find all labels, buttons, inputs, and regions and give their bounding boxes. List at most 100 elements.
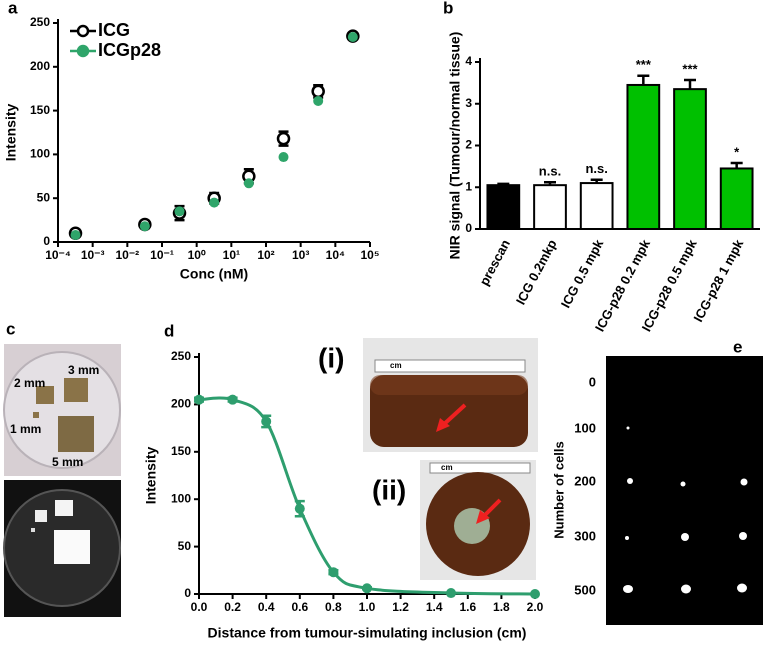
row-label: 200 — [574, 473, 596, 488]
marker — [311, 84, 325, 99]
y-tick-label: 4 — [465, 54, 472, 68]
marker — [209, 197, 220, 208]
y-tick-label: 150 — [171, 444, 191, 458]
y-tick-label: 200 — [171, 397, 191, 411]
row-label: 100 — [574, 420, 596, 435]
size-label: 1 mm — [10, 422, 41, 436]
marker — [278, 152, 289, 163]
x-tick-label: 10³ — [292, 248, 309, 262]
marker — [446, 588, 456, 599]
row-label: 0 — [589, 374, 596, 389]
x-tick-label: 0.0 — [191, 600, 208, 614]
ruler-unit: cm — [441, 463, 453, 472]
x-tick-label: 10⁻³ — [81, 248, 105, 262]
y-tick-label: 0 — [184, 586, 191, 600]
marker — [530, 589, 540, 599]
size-label: 3 mm — [68, 363, 99, 377]
y-tick-label: 150 — [30, 103, 50, 117]
x-tick-label: 10⁴ — [326, 248, 345, 262]
x-tick-label: 0.4 — [258, 600, 275, 614]
bar — [533, 184, 567, 231]
y-tick-label: 200 — [30, 59, 50, 73]
x-tick-label: 10⁰ — [188, 248, 206, 262]
x-tick-label: 10⁻¹ — [150, 248, 174, 262]
x-tick-label: 0.2 — [224, 600, 241, 614]
marker — [139, 221, 150, 232]
significance: * — [734, 144, 740, 159]
y-tick-label: 50 — [178, 539, 192, 553]
inset-photo — [363, 338, 538, 452]
x-tick-label: 1.0 — [359, 600, 376, 614]
x-tick-label: 10¹ — [223, 248, 240, 262]
x-tick-label: 10⁻² — [115, 248, 139, 262]
y-tick-label: 1 — [465, 179, 472, 193]
y-tick-label: 0 — [465, 221, 472, 235]
significance: n.s. — [585, 161, 607, 176]
size-label: 2 mm — [14, 376, 45, 390]
marker — [313, 95, 324, 106]
x-tick-label: 1.4 — [426, 600, 443, 614]
legend-label: ICGp28 — [98, 40, 161, 60]
legend-marker — [76, 24, 90, 38]
significance: *** — [636, 57, 652, 72]
marker — [294, 503, 305, 514]
x-tick-label: 2.0 — [527, 600, 544, 614]
y-axis-title: NIR signal (Tumour/normal tissue) — [447, 32, 463, 260]
x-tick-label: ICG 0.2mkp — [513, 237, 560, 307]
significance: n.s. — [539, 164, 561, 179]
y-tick-label: 0 — [43, 234, 50, 248]
photo-phantoms — [3, 344, 121, 476]
error-bar — [637, 74, 650, 85]
x-tick-label: 0.8 — [325, 600, 342, 614]
y-axis-title: Intensity — [3, 104, 19, 162]
y-tick-label: 50 — [37, 190, 51, 204]
y-tick-label: 250 — [171, 349, 191, 363]
y-tick-label: 100 — [171, 491, 191, 505]
y-tick-label: 100 — [30, 147, 50, 161]
inset-label: (i) — [318, 342, 344, 373]
marker — [227, 394, 238, 405]
y-tick-label: 3 — [465, 96, 472, 110]
ruler-unit: cm — [390, 361, 402, 370]
x-axis-title: Distance from tumour-simulating inclusio… — [208, 625, 527, 641]
x-tick-label: 10² — [257, 248, 274, 262]
legend-marker — [76, 44, 90, 58]
panel-label: e — [733, 337, 742, 356]
marker — [362, 583, 372, 594]
y-tick-label: 250 — [30, 15, 50, 29]
bar — [486, 184, 521, 231]
bar — [719, 167, 754, 230]
row-label: 500 — [574, 582, 596, 597]
panel-label: b — [443, 0, 453, 17]
marker — [261, 416, 272, 427]
marker — [243, 178, 254, 189]
bar — [626, 83, 661, 231]
marker — [174, 206, 185, 217]
x-tick-label: prescan — [476, 237, 513, 288]
row-label: 300 — [574, 528, 596, 543]
inset-label: (ii) — [372, 474, 406, 505]
panel-label: d — [164, 321, 174, 340]
marker — [328, 567, 339, 578]
size-label: 5 mm — [52, 455, 83, 469]
cell-image — [606, 356, 763, 625]
x-tick-label: 0.6 — [291, 600, 308, 614]
x-tick-label: 10⁻⁴ — [45, 248, 71, 262]
photo-nir — [3, 480, 121, 617]
panel-label: c — [6, 319, 15, 338]
x-tick-label: ICG-p28 1 mpk — [690, 236, 746, 324]
bar — [579, 182, 614, 230]
axis-title: Number of cells — [551, 441, 566, 539]
significance: *** — [682, 61, 698, 76]
x-axis-title: Conc (nM) — [180, 266, 248, 282]
y-tick-label: 2 — [465, 138, 472, 152]
bar — [673, 88, 707, 230]
y-axis-title: Intensity — [143, 447, 159, 505]
error-bar — [684, 78, 696, 90]
marker — [347, 32, 358, 43]
marker — [70, 229, 81, 240]
x-tick-label: ICG 0.5 mpk — [558, 236, 607, 310]
marker — [276, 131, 291, 146]
marker — [194, 394, 204, 405]
